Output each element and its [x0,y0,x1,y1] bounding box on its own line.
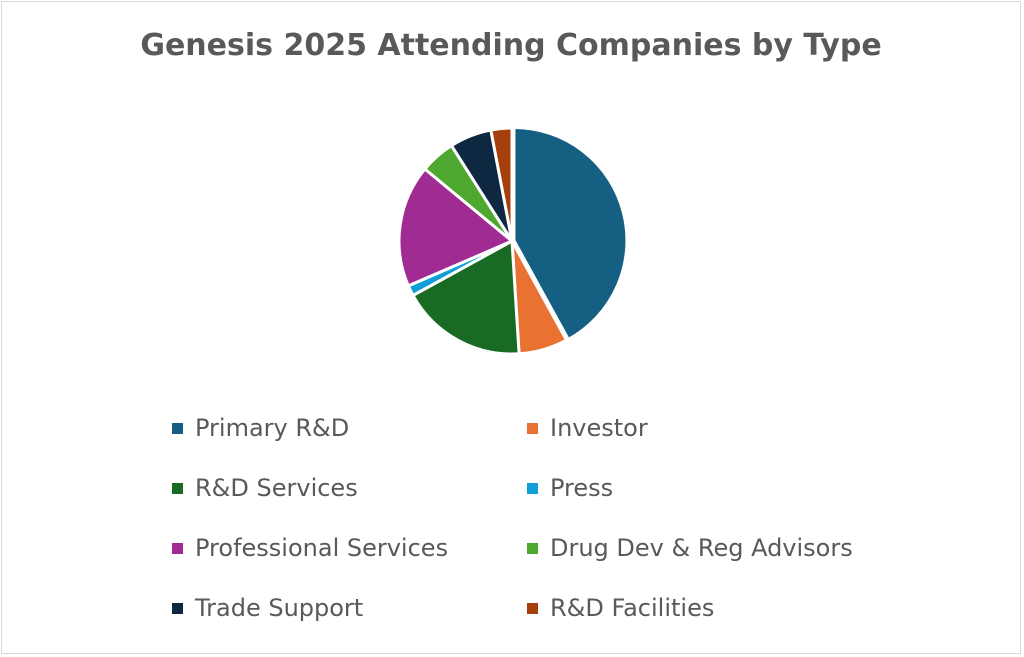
legend-label: Trade Support [195,594,364,622]
legend-swatch [527,422,538,434]
legend-label: Primary R&D [195,414,350,442]
legend-item-r-d-services: R&D Services [172,468,527,508]
legend-item-drug-dev-reg-advisors: Drug Dev & Reg Advisors [527,528,907,568]
legend-swatch [172,542,183,554]
legend-item-r-d-facilities: R&D Facilities [527,588,907,628]
pie-slice-r-d-facilities [489,126,514,243]
legend-label: R&D Services [195,474,358,502]
legend-swatch [172,422,183,434]
legend-swatch [527,542,538,554]
legend-swatch [527,482,538,494]
legend-label: Investor [550,414,648,442]
legend-item-investor: Investor [527,408,907,448]
legend-swatch [527,602,538,614]
legend-swatch [172,482,183,494]
legend-label: Professional Services [195,534,449,562]
chart-legend: Primary R&D Investor R&D Services Press Prof… [172,408,932,648]
pie-slice-r-d-services [411,239,521,356]
legend-swatch [172,602,183,614]
legend-item-trade-support: Trade Support [172,588,527,628]
legend-item-professional-services: Professional Services [172,528,527,568]
pie-slice-primary-r-d [512,126,629,342]
legend-label: R&D Facilities [550,594,715,622]
legend-label: Press [550,474,614,502]
pie-slice-professional-services [397,167,514,288]
legend-item-press: Press [527,468,907,508]
legend-label: Drug Dev & Reg Advisors [550,534,853,562]
chart-title: Genesis 2025 Attending Companies by Type [140,28,882,63]
legend-item-primary-r-d: Primary R&D [172,408,527,448]
